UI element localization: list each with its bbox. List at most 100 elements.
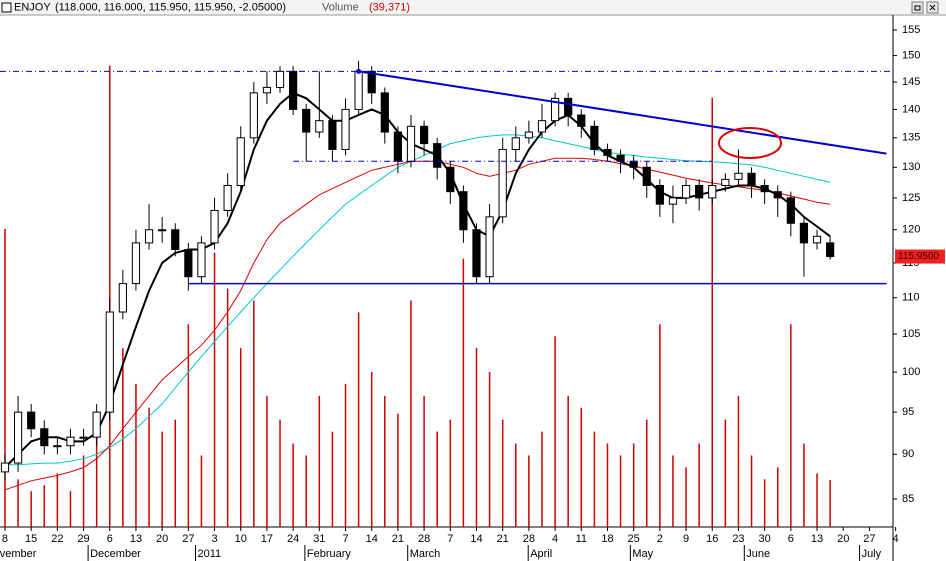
candle-body [249,92,258,139]
y-tick-label: 150 [902,49,920,61]
candle-body [197,242,206,278]
x-tick-label: 25 [628,533,640,545]
x-tick-label: 22 [51,533,63,545]
x-tick-label: 31 [313,533,325,545]
candle-body [498,148,507,218]
candle-body [721,178,730,186]
month-label: February [307,548,352,560]
candle-body [262,86,272,94]
x-tick-label: 10 [235,533,247,545]
month-label: May [632,548,653,560]
candle-body [289,70,298,110]
x-tick-label: 29 [77,533,89,545]
y-tick-label: 125 [902,192,920,204]
candle-body [446,166,455,193]
candle-body [603,148,612,156]
y-tick-label: 105 [902,328,920,340]
candle-body [433,143,442,168]
y-tick-label: 95 [902,406,914,418]
candle-body [550,97,560,122]
x-tick-label: 23 [732,533,744,545]
x-tick-label: 20 [837,533,849,545]
restore-button[interactable] [911,1,924,14]
month-label: July [862,548,882,560]
x-tick-label: 30 [759,533,771,545]
candle-body [590,125,599,150]
y-tick-label: 100 [902,366,920,378]
x-tick-label: 4 [893,533,899,545]
candle-body [236,137,245,186]
candle-body [92,411,101,438]
moving-average [5,134,831,466]
candle-body [655,184,664,205]
candle-body [642,166,651,186]
month-label: December [90,548,141,560]
candle-body [406,125,416,162]
candle-body [629,160,638,168]
candle-body [223,184,232,211]
x-tick-label: 11 [576,533,587,545]
x-tick-label: 27 [863,533,875,545]
candle-body [105,311,114,413]
x-tick-label: 6 [107,533,113,545]
x-tick-label: 28 [418,533,430,545]
highlight-ellipse [718,127,782,159]
candle-body [524,131,533,139]
candle-body [773,191,782,199]
x-tick-label: 20 [156,533,168,545]
x-tick-label: 21 [497,533,509,545]
candle-body [210,209,219,244]
y-tick-label: 145 [902,76,920,88]
month-label: April [530,548,552,560]
month-label: 2011 [198,548,222,560]
x-tick-label: 24 [287,533,299,545]
candle-body [53,445,62,448]
header-icon [1,2,12,13]
x-tick-label: 16 [706,533,718,545]
candle-body [564,97,573,116]
x-tick-label: 9 [683,533,689,545]
x-tick-label: 28 [523,533,535,545]
month-label: March [410,548,441,560]
x-tick-label: 13 [811,533,823,545]
quote: (118.000, 116.000, 115.950, 115.950, -2.… [55,1,286,13]
candle-body [668,197,678,205]
x-tick-label: 4 [552,533,558,545]
month-label: vember [0,548,37,560]
candle-body [40,428,49,447]
candle-body [826,242,835,258]
candle-body [184,249,193,278]
candle-body [786,197,795,224]
month-label: June [746,548,770,560]
y-tick-label: 155 [902,24,920,36]
candle-body [341,108,350,150]
candle-body [171,229,180,251]
x-tick-label: 3 [211,533,217,545]
candle-body [13,411,23,464]
volume-value: (39,371) [369,1,410,13]
candle-body [695,184,704,199]
y-tick-label: 85 [902,493,914,505]
candle-body [760,184,769,193]
y-tick-label: 120 [902,224,920,236]
y-tick-label: 90 [902,448,914,460]
moving-average [4,157,831,491]
candle-body [420,125,429,145]
x-tick-label: 14 [366,533,378,545]
x-tick-label: 18 [601,533,613,545]
candle-body [367,70,376,94]
volume-label: Volume [322,1,359,13]
x-tick-label: 7 [447,533,453,545]
candle-body [485,216,494,278]
candle-body [0,462,10,473]
candle-body [747,172,756,186]
x-tick-label: 2 [657,533,663,545]
moving-average [4,91,831,469]
x-tick-label: 21 [392,533,404,545]
x-tick-label: 14 [470,533,482,545]
candle-body [158,229,167,232]
candle-body [79,436,88,439]
close-icon [929,4,936,11]
candle-body [472,229,481,278]
